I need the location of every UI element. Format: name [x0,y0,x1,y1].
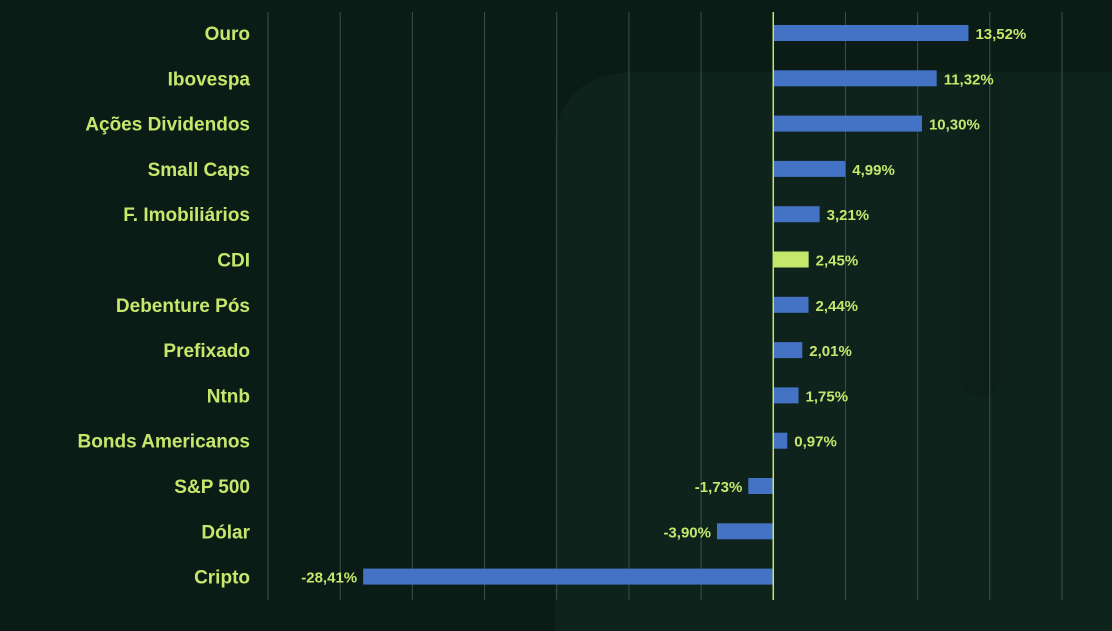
category-label: S&P 500 [174,477,250,498]
value-label: 10,30% [929,117,980,134]
bar-11 [716,523,774,540]
category-label: Ntnb [207,386,250,407]
category-label: Debenture Pós [116,296,250,317]
category-label: Ações Dividendos [85,115,250,136]
value-label: 2,01% [809,343,852,360]
value-label: 2,44% [815,298,858,315]
category-label: Bonds Americanos [78,432,250,453]
bar-7 [773,342,803,359]
value-label: -28,41% [301,570,357,587]
category-label: Ouro [205,24,250,45]
bar-2 [773,115,922,132]
value-label: 0,97% [794,434,837,451]
bar-5 [773,251,809,268]
category-label: CDI [217,251,250,272]
value-label: 3,21% [827,207,870,224]
category-label: Cripto [194,568,250,589]
bar-3 [773,160,846,177]
value-label: 2,45% [816,253,859,270]
bar-6 [773,296,809,313]
bar-1 [773,70,937,87]
category-label: Dólar [201,522,250,543]
bar-12 [363,568,774,585]
bar-8 [773,387,799,404]
category-label: Ibovespa [168,69,251,90]
value-label: 13,52% [975,26,1026,43]
bar-10 [748,478,774,494]
category-label: Small Caps [148,160,250,181]
category-label: Prefixado [163,341,250,362]
category-label: F. Imobiliários [123,205,250,226]
value-label: -3,90% [663,524,711,541]
value-label: 4,99% [852,162,895,179]
bar-4 [773,206,820,223]
value-label: -1,73% [695,479,743,496]
bar-9 [773,432,788,449]
bar-0 [773,25,969,41]
value-label: 1,75% [806,388,849,405]
value-label: 11,32% [944,71,994,88]
